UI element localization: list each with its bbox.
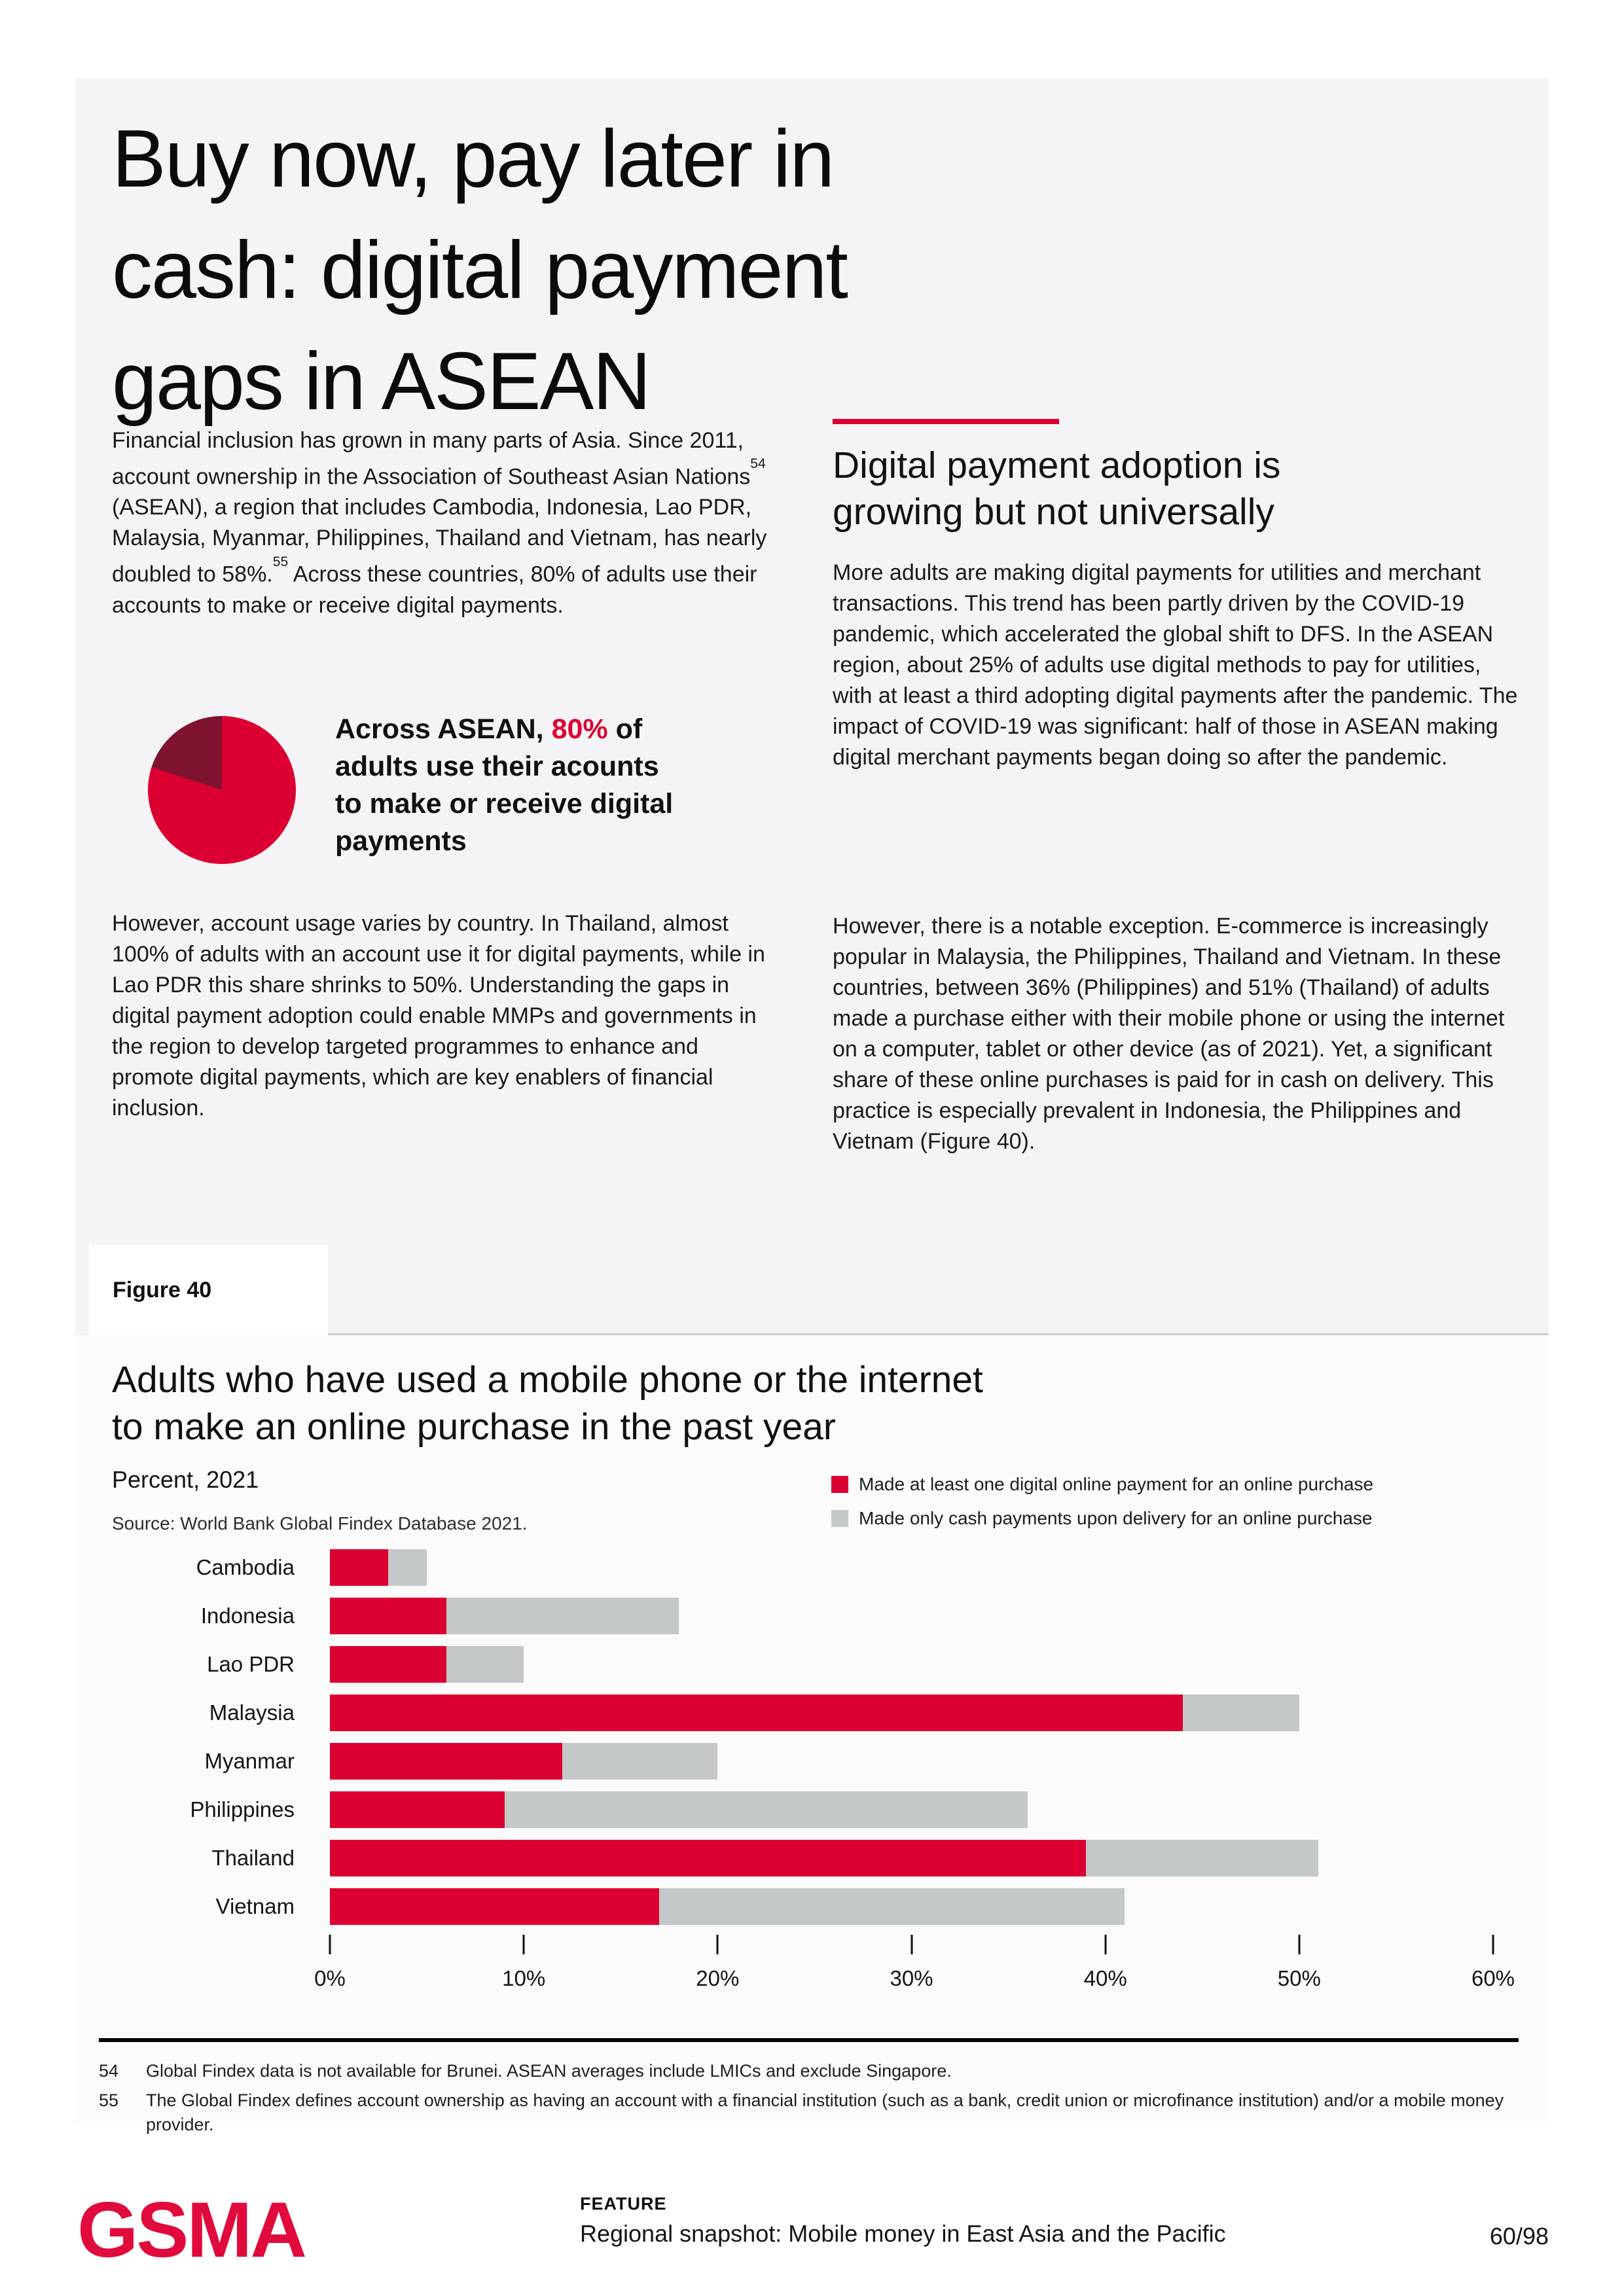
bar-category-label: Philippines xyxy=(190,1797,295,1821)
footnote-rule xyxy=(99,2038,1519,2042)
bar-track xyxy=(330,1888,1493,1925)
footnote-number: 55 xyxy=(99,2090,119,2110)
axis-tick-label: 50% xyxy=(1277,1966,1321,1990)
axis-tick-mark xyxy=(911,1935,912,1954)
bar-track xyxy=(330,1743,1493,1780)
bar-segment-digital xyxy=(330,1791,505,1828)
footnote-text: The Global Findex defines account owners… xyxy=(146,2090,1504,2134)
bar-track xyxy=(330,1549,1493,1586)
bar-row: Philippines xyxy=(92,1785,1493,1834)
left-paragraph-2: However, account usage varies by country… xyxy=(112,911,765,1121)
bar-segment-cash xyxy=(446,1598,679,1634)
page-number: 60/98 xyxy=(1489,2223,1549,2250)
bar-category-label: Malaysia xyxy=(209,1700,295,1725)
section-paragraph-1: More adults are making digital payments … xyxy=(833,560,1518,770)
axis-tick-label: 30% xyxy=(890,1966,933,1990)
bar-segment-cash xyxy=(1183,1695,1299,1731)
footnotes: 54 Global Findex data is not available f… xyxy=(99,2059,1519,2142)
intro-text-1: Financial inclusion has grown in many pa… xyxy=(112,428,751,490)
bar-segment-cash xyxy=(1086,1840,1319,1876)
axis-tick-mark xyxy=(1298,1935,1301,1954)
axis-tick-mark xyxy=(1104,1935,1107,1954)
bar-segment-digital xyxy=(330,1598,446,1634)
legend-swatch-cash-icon xyxy=(831,1510,848,1527)
section-paragraph-2: However, there is a notable exception. E… xyxy=(833,914,1505,1154)
bar-track xyxy=(330,1646,1493,1683)
footnote-ref-55: 55 xyxy=(272,554,289,569)
bar-category-label: Myanmar xyxy=(204,1749,295,1773)
bar-segment-cash xyxy=(504,1791,1028,1828)
figure-subtitle: Percent, 2021 xyxy=(112,1466,259,1493)
callout-text: Across ASEAN, 80% of adults use their ac… xyxy=(335,711,806,860)
axis-tick-mark xyxy=(716,1935,719,1954)
section-rule xyxy=(833,419,1059,424)
intro-text-2: (ASEAN), a region that includes Cambodia… xyxy=(112,495,767,587)
figure-tab: Figure 40 xyxy=(89,1245,328,1335)
bar-track xyxy=(330,1791,1493,1828)
intro-paragraph: Financial inclusion has grown in many pa… xyxy=(112,425,774,621)
callout-prefix: Across ASEAN, xyxy=(335,713,552,745)
bar-category-label: Cambodia xyxy=(196,1555,295,1579)
bar-segment-digital xyxy=(330,1888,660,1925)
footnote-number: 54 xyxy=(99,2061,119,2081)
axis-tick-label: 0% xyxy=(314,1966,346,1990)
bar-segment-digital xyxy=(330,1695,1183,1731)
bar-category-label: Lao PDR xyxy=(207,1652,295,1676)
bar-segment-digital xyxy=(330,1646,446,1683)
footnote-item: 54 Global Findex data is not available f… xyxy=(99,2059,1519,2083)
bar-segment-cash xyxy=(388,1549,427,1586)
legend-label-digital: Made at least one digital online payment… xyxy=(859,1474,1374,1494)
footnote-text: Global Findex data is not available for … xyxy=(146,2061,952,2081)
footer-title: Regional snapshot: Mobile money in East … xyxy=(580,2220,1226,2247)
callout-suffix: of adults use their acounts to make or r… xyxy=(335,713,674,857)
figure-divider-line xyxy=(328,1333,1549,1335)
bar-track xyxy=(330,1840,1493,1876)
pie-chart xyxy=(148,716,296,864)
footnote-item: 55 The Global Findex defines account own… xyxy=(99,2089,1519,2137)
bar-segment-cash xyxy=(446,1646,524,1683)
bar-rows: Cambodia Indonesia Lao PDR Malaysia Myanmar P… xyxy=(92,1543,1493,1931)
bar-row: Cambodia xyxy=(92,1543,1493,1592)
legend-item-cash: Made only cash payments upon delivery fo… xyxy=(831,1501,1373,1535)
bar-category-label: Vietnam xyxy=(215,1894,295,1918)
legend-swatch-digital-icon xyxy=(831,1476,848,1493)
axis-tick-label: 20% xyxy=(696,1966,740,1990)
legend-item-digital: Made at least one digital online payment… xyxy=(831,1467,1373,1501)
article-title: Buy now, pay later in cash: digital paym… xyxy=(112,114,848,427)
bar-segment-digital xyxy=(330,1549,388,1586)
bar-category-label: Indonesia xyxy=(200,1604,295,1628)
axis-tick-mark xyxy=(1492,1935,1494,1954)
footnote-ref-54: 54 xyxy=(750,456,766,472)
bar-row: Indonesia xyxy=(92,1592,1493,1640)
bar-segment-digital xyxy=(330,1840,1087,1876)
figure-title: Adults who have used a mobile phone or t… xyxy=(112,1359,983,1448)
bar-track xyxy=(330,1695,1493,1731)
axis-tick-label: 10% xyxy=(502,1966,546,1990)
bar-row: Vietnam xyxy=(92,1882,1493,1931)
bar-segment-cash xyxy=(659,1888,1125,1925)
chart-legend: Made at least one digital online payment… xyxy=(831,1467,1373,1535)
axis-tick-label: 40% xyxy=(1083,1966,1127,1990)
x-axis: 0% 10% 20% 30% 40% 50% 60% xyxy=(314,1935,1515,2007)
axis-tick-mark xyxy=(329,1935,331,1954)
bar-row: Myanmar xyxy=(92,1737,1493,1785)
bar-row: Thailand xyxy=(92,1834,1493,1882)
bar-segment-digital xyxy=(330,1743,563,1780)
bar-category-label: Thailand xyxy=(211,1846,295,1870)
legend-label-cash: Made only cash payments upon delivery fo… xyxy=(859,1508,1373,1528)
bar-track xyxy=(330,1598,1493,1634)
axis-tick-label: 60% xyxy=(1471,1966,1515,1990)
axis-tick-mark xyxy=(522,1935,525,1954)
gsma-logo: GSMA xyxy=(77,2186,307,2274)
section-heading: Digital payment adoption is growing but … xyxy=(833,444,1281,533)
bar-row: Malaysia xyxy=(92,1689,1493,1737)
bar-row: Lao PDR xyxy=(92,1640,1493,1689)
figure-label: Figure 40 xyxy=(113,1277,212,1302)
footer-feature-label: FEATURE xyxy=(580,2194,667,2214)
callout-highlight: 80% xyxy=(551,713,608,745)
figure-source: Source: World Bank Global Findex Databas… xyxy=(112,1513,528,1534)
bar-segment-cash xyxy=(562,1743,718,1780)
intro-text-3: Across these countries, 80% of adults us… xyxy=(112,562,757,618)
